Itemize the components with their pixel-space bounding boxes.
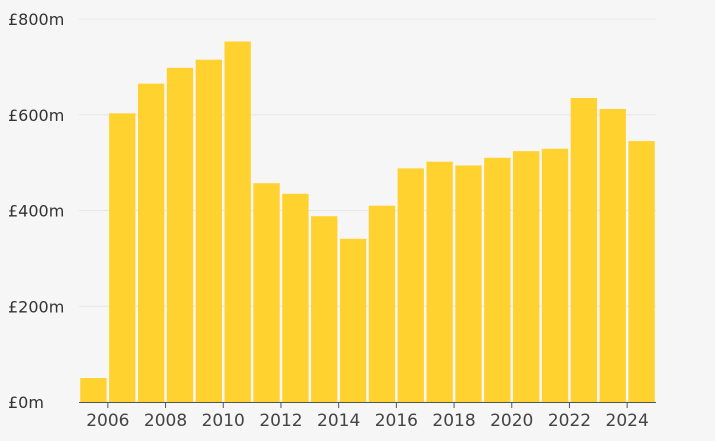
gridlines <box>79 18 656 307</box>
y-tick-label-1: £200m <box>8 297 64 316</box>
bar-2023 <box>599 109 626 402</box>
bar-2017 <box>426 161 453 402</box>
bar-2024 <box>628 141 655 403</box>
bar-2014 <box>339 238 367 402</box>
bar-2009 <box>195 59 222 402</box>
bar-2019 <box>484 157 511 402</box>
bar-2013 <box>311 216 338 402</box>
bar-2018 <box>455 165 482 402</box>
x-tick-label-2006: 2006 <box>86 411 129 431</box>
x-tick-label-2008: 2008 <box>144 411 187 431</box>
bar-2016 <box>397 168 424 402</box>
y-axis: £0m £200m £400m £600m £800m <box>8 10 64 412</box>
y-tick-label-4: £800m <box>8 10 64 29</box>
bar-2011 <box>253 183 280 402</box>
bar-2012 <box>282 193 309 402</box>
x-tick-label-2010: 2010 <box>202 411 245 431</box>
x-tick-label-2020: 2020 <box>490 411 533 431</box>
bars <box>80 41 655 403</box>
bar-2006 <box>109 113 136 402</box>
x-tick-label-2012: 2012 <box>259 411 302 431</box>
x-tick-label-2014: 2014 <box>317 411 360 431</box>
y-tick-label-2: £400m <box>8 202 64 221</box>
x-axis: 2006 2008 2010 2012 2014 2016 2018 2020 2022 2024 <box>86 402 649 431</box>
bar-2022 <box>570 97 598 403</box>
x-tick-label-2022: 2022 <box>548 411 591 431</box>
bar-2008 <box>166 67 194 403</box>
y-tick-label-3: £600m <box>8 106 64 125</box>
y-tick-label-0: £0m <box>8 393 44 412</box>
bar-2020 <box>513 151 540 402</box>
bar-2021 <box>541 148 569 402</box>
bar-2015 <box>368 205 396 402</box>
bar-2007 <box>137 83 165 402</box>
bar-2010 <box>224 41 251 402</box>
x-tick-label-2016: 2016 <box>375 411 418 431</box>
x-tick-label-2018: 2018 <box>432 411 475 431</box>
x-tick-label-2024: 2024 <box>606 411 649 431</box>
bar-2005 <box>80 378 107 402</box>
